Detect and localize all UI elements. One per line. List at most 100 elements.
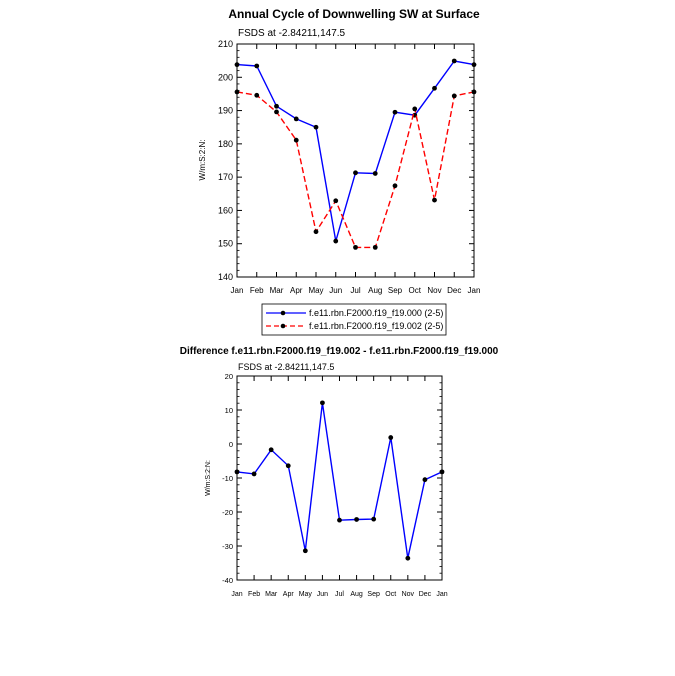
data-point [405, 555, 411, 561]
x-tick-label: Jul [335, 591, 344, 598]
data-point [268, 447, 274, 453]
data-point [234, 62, 240, 68]
data-point [293, 137, 299, 143]
y-tick-label: 190 [218, 106, 233, 116]
data-point [471, 89, 477, 95]
x-tick-label: Aug [368, 286, 382, 295]
axis-ticks [236, 43, 475, 278]
data-point [274, 103, 279, 109]
y-tick-label: 150 [218, 239, 233, 249]
data-point [412, 106, 418, 112]
x-tick-label: Jun [329, 286, 342, 295]
y-tick-label: -40 [222, 576, 233, 585]
data-point [372, 171, 378, 176]
legend-marker-series-1 [280, 310, 286, 316]
data-point [392, 109, 398, 115]
y-tick-label: 10 [225, 406, 233, 415]
data-point [353, 244, 358, 250]
legend-box [261, 303, 447, 336]
legend-marker-series-2 [280, 323, 286, 329]
data-point [254, 92, 260, 98]
data-point [251, 471, 257, 477]
x-tick-label: Jan [436, 591, 447, 598]
y-axis-label: W/m:S:2:N: [198, 140, 207, 181]
data-point [353, 170, 358, 176]
data-point [313, 229, 319, 235]
data-point [451, 93, 457, 99]
data-point [372, 244, 378, 250]
x-tick-label: Mar [265, 591, 278, 598]
x-tick-label: Dec [447, 286, 461, 295]
x-tick-label: Jul [350, 286, 360, 295]
data-point [388, 435, 394, 440]
x-tick-label: Jan [231, 286, 244, 295]
x-tick-labels: Jan Feb Mar Apr May Jun Jul Aug Sep Oct Nov Dec Jan [231, 286, 481, 295]
series-line-1 [236, 60, 475, 242]
x-tick-label: Jan [231, 591, 242, 598]
data-point [354, 517, 359, 522]
data-point [432, 197, 437, 203]
difference-chart: Difference f.e11.rbn.F2000.f19_f19.002 -… [180, 346, 499, 598]
x-tick-label: Apr [290, 286, 303, 295]
annual-cycle-chart: Annual Cycle of Downwelling SW at Surfac… [198, 7, 481, 336]
y-tick-label: 210 [218, 39, 233, 49]
data-point [337, 517, 342, 523]
y-tick-label: 140 [218, 272, 233, 282]
legend-label-series-1: f.e11.rbn.F2000.f19_f19.000 (2-5) [309, 308, 443, 318]
x-tick-label: Sep [367, 591, 380, 598]
data-point [234, 89, 240, 95]
y-tick-label: 200 [218, 72, 233, 82]
y-tick-label: -30 [222, 542, 233, 551]
legend-label-series-2: f.e11.rbn.F2000.f19_f19.002 (2-5) [309, 321, 443, 331]
data-point [285, 463, 291, 469]
x-tick-label: Aug [350, 591, 363, 598]
series-group [234, 400, 445, 561]
series-line-2 [236, 91, 475, 249]
chart-title: Difference f.e11.rbn.F2000.f19_f19.002 -… [180, 346, 499, 357]
x-tick-label: Feb [250, 286, 264, 295]
x-tick-label: May [308, 286, 323, 295]
data-point [274, 109, 279, 115]
x-tick-label: Oct [385, 591, 396, 598]
data-point [254, 63, 260, 69]
y-tick-label: 170 [218, 172, 233, 182]
data-point [313, 124, 319, 130]
y-tick-label: -10 [222, 474, 233, 483]
data-point [371, 516, 377, 522]
y-tick-labels: 140 150 160 170 180 190 200 210 [218, 39, 233, 282]
plot-frame [236, 43, 475, 278]
x-tick-label: Nov [402, 591, 415, 598]
x-tick-label: Mar [270, 286, 284, 295]
y-tick-label: 160 [218, 205, 233, 215]
data-point [320, 400, 325, 406]
data-point [302, 548, 308, 554]
x-tick-label: Nov [427, 286, 441, 295]
legend: f.e11.rbn.F2000.f19_f19.000 (2-5) f.e11.… [261, 303, 447, 336]
data-point [451, 58, 457, 64]
data-point [471, 62, 477, 68]
y-tick-labels: -40 -30 -20 -10 0 10 20 [222, 372, 233, 585]
data-point [293, 116, 299, 122]
axis-ticks [236, 375, 443, 581]
y-tick-label: 180 [218, 139, 233, 149]
y-tick-label: 0 [229, 440, 233, 449]
x-tick-label: Jun [317, 591, 328, 598]
x-tick-labels: Jan Feb Mar Apr May Jun Jul Aug Sep Oct Nov Dec Jan [231, 591, 447, 598]
plot-frame [236, 375, 443, 581]
data-point [333, 198, 339, 204]
x-tick-label: Oct [409, 286, 422, 295]
x-tick-label: Apr [283, 591, 295, 598]
chart-subtitle: FSDS at -2.84211,147.5 [238, 28, 346, 39]
x-tick-label: May [299, 591, 313, 598]
data-point [439, 469, 445, 475]
chart-subtitle: FSDS at -2.84211,147.5 [238, 362, 334, 372]
y-tick-label: -20 [222, 508, 233, 517]
data-point [432, 85, 437, 91]
x-tick-label: Jan [468, 286, 481, 295]
y-axis-label: W/m:S:2:N: [205, 460, 212, 496]
y-tick-label: 20 [225, 372, 233, 381]
x-tick-label: Dec [419, 591, 432, 598]
data-point [333, 238, 339, 244]
chart-title: Annual Cycle of Downwelling SW at Surfac… [228, 7, 480, 21]
series-group [234, 58, 477, 250]
